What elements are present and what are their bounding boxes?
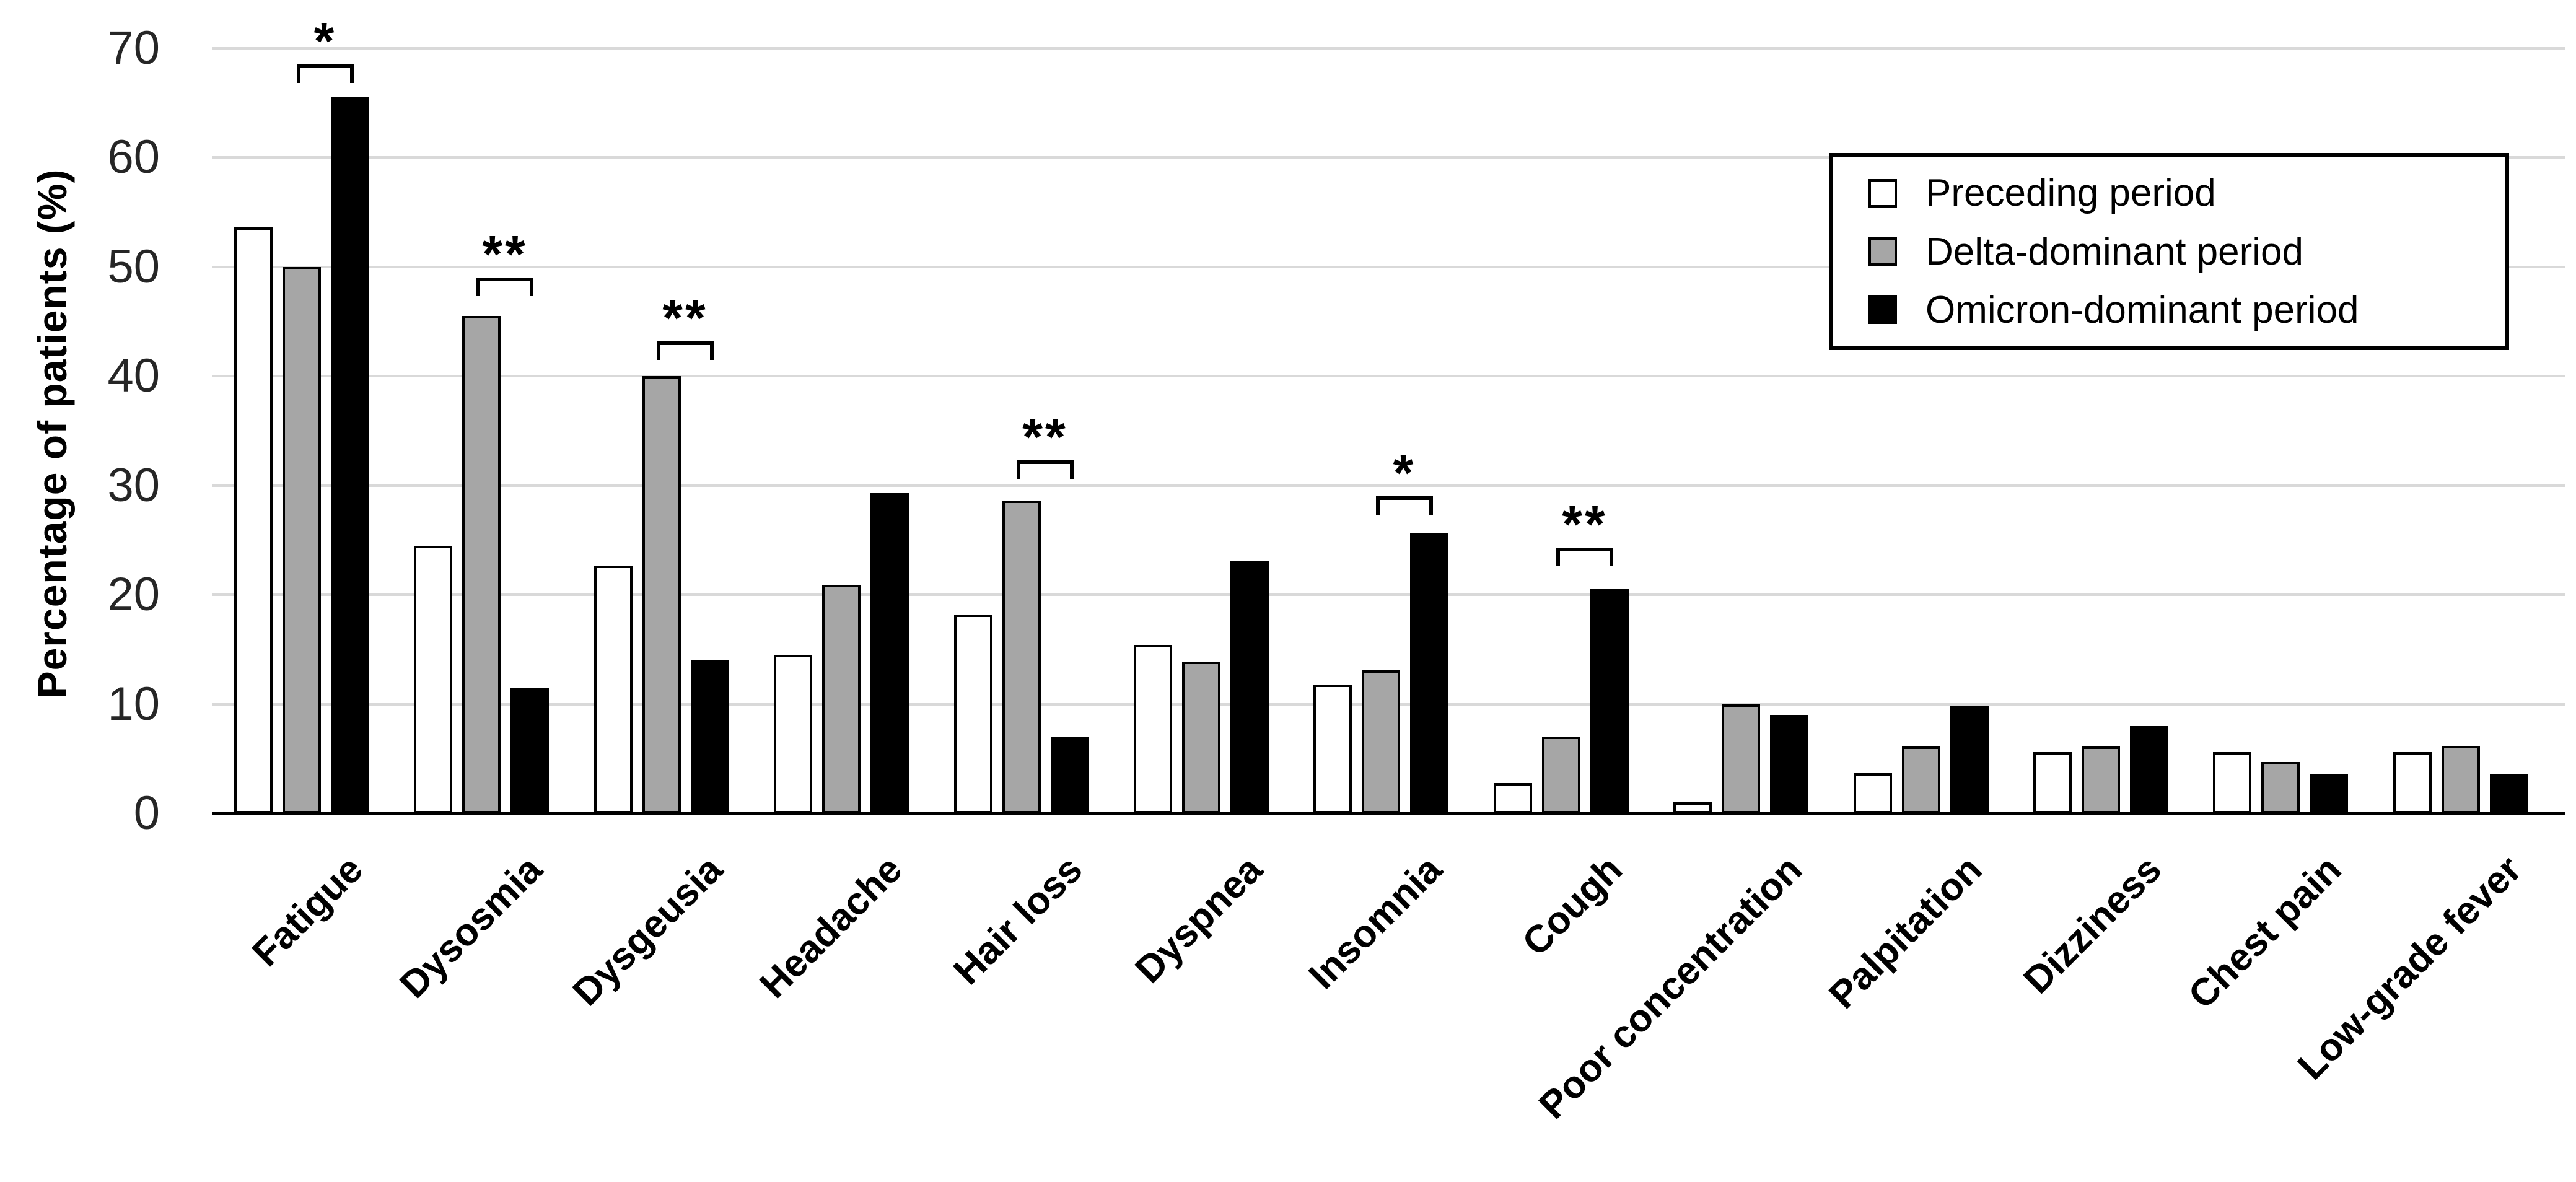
- gridline-30: [212, 484, 2565, 487]
- x-tick-label-dysosmia: Dysosmia: [392, 847, 551, 1007]
- legend-swatch-icon: [1868, 178, 1897, 208]
- bar-poor-concentration-series-3: [1770, 715, 1808, 813]
- gridline-40: [212, 375, 2565, 377]
- y-tick-label-70: 70: [107, 22, 160, 74]
- y-tick-label-10: 10: [107, 678, 160, 730]
- bar-low-grade-fever-series-2: [2442, 746, 2480, 813]
- y-tick-label-50: 50: [107, 240, 160, 293]
- bar-insomnia-series-3: [1410, 533, 1448, 813]
- x-tick-label-dizziness: Dizziness: [2015, 847, 2170, 1002]
- bar-headache-series-2: [822, 585, 861, 813]
- bar-palpitation-series-2: [1902, 746, 1940, 813]
- bar-dizziness-series-3: [2130, 726, 2168, 813]
- sig-bracket-insomnia: [1376, 496, 1433, 515]
- bar-dyspnea-series-2: [1182, 662, 1220, 813]
- bar-chest-pain-series-2: [2261, 762, 2300, 813]
- x-tick-label-chest-pain: Chest pain: [2180, 847, 2350, 1017]
- bar-dysosmia-series-1: [414, 546, 452, 813]
- x-tick-label-dyspnea: Dyspnea: [1126, 847, 1271, 992]
- gridline-50: [212, 266, 2565, 268]
- y-tick-label-60: 60: [107, 131, 160, 183]
- bar-dysgeusia-series-1: [594, 566, 633, 813]
- bar-chest-pain-series-3: [2310, 774, 2348, 813]
- sig-bracket-dysgeusia: [657, 341, 714, 360]
- x-tick-label-fatigue: Fatigue: [243, 847, 371, 975]
- bar-low-grade-fever-series-3: [2490, 774, 2528, 813]
- bar-hair-loss-series-1: [954, 615, 992, 813]
- legend-label: Preceding period: [1925, 172, 2216, 215]
- gridline-60: [212, 156, 2565, 159]
- x-tick-label-cough: Cough: [1514, 847, 1631, 965]
- sig-bracket-cough: [1556, 548, 1613, 566]
- bar-hair-loss-series-2: [1002, 501, 1041, 813]
- y-tick-label-20: 20: [107, 568, 160, 621]
- x-tick-label-palpitation: Palpitation: [1821, 847, 1991, 1017]
- bar-dizziness-series-1: [2033, 752, 2072, 813]
- sig-stars-cough: **: [1562, 495, 1608, 553]
- bar-fatigue-series-3: [331, 97, 369, 813]
- legend-label: Omicron-dominant period: [1925, 288, 2359, 331]
- legend-item-1: Preceding period: [1868, 171, 2505, 215]
- bar-dyspnea-series-3: [1230, 561, 1269, 813]
- gridline-70: [212, 47, 2565, 50]
- legend-swatch-icon: [1868, 296, 1897, 325]
- bar-insomnia-series-2: [1362, 670, 1400, 813]
- legend-label: Delta-dominant period: [1925, 230, 2304, 273]
- sig-stars-fatigue: *: [313, 12, 337, 70]
- x-tick-label-hair-loss: Hair loss: [945, 847, 1091, 993]
- bar-dysgeusia-series-2: [642, 376, 681, 813]
- legend: Preceding period Delta-dominant period Omi…: [1829, 153, 2509, 350]
- gridline-20: [212, 593, 2565, 596]
- legend-item-3: Omicron-dominant period: [1868, 288, 2505, 332]
- bar-cough-series-2: [1542, 737, 1580, 813]
- x-axis-line: [212, 812, 2565, 815]
- sig-bracket-dysosmia: [476, 278, 533, 296]
- bar-palpitation-series-1: [1854, 773, 1892, 813]
- bar-headache-series-1: [774, 655, 812, 813]
- x-tick-label-insomnia: Insomnia: [1300, 847, 1450, 997]
- y-tick-label-0: 0: [133, 787, 160, 839]
- bar-headache-series-3: [870, 493, 909, 813]
- sig-stars-insomnia: *: [1393, 444, 1416, 502]
- x-tick-label-headache: Headache: [751, 847, 911, 1007]
- bar-dysosmia-series-2: [462, 316, 501, 813]
- sig-stars-dysgeusia: **: [662, 289, 708, 347]
- bar-chest-pain-series-1: [2213, 752, 2251, 813]
- x-tick-label-dysgeusia: Dysgeusia: [564, 847, 731, 1014]
- bar-palpitation-series-3: [1950, 706, 1989, 813]
- bar-insomnia-series-1: [1313, 685, 1352, 813]
- legend-swatch-icon: [1868, 237, 1897, 266]
- y-tick-label-40: 40: [107, 349, 160, 402]
- y-tick-label-30: 30: [107, 459, 160, 512]
- bar-dysosmia-series-3: [510, 688, 549, 813]
- legend-item-2: Delta-dominant period: [1868, 230, 2505, 274]
- sig-bracket-fatigue: [297, 64, 354, 83]
- sig-stars-hair-loss: **: [1022, 408, 1068, 466]
- bar-hair-loss-series-3: [1051, 737, 1089, 813]
- bar-poor-concentration-series-2: [1722, 704, 1760, 813]
- sig-bracket-hair-loss: [1017, 460, 1074, 479]
- bar-dysgeusia-series-3: [691, 660, 729, 813]
- bar-fatigue-series-1: [234, 227, 273, 813]
- bar-dizziness-series-2: [2082, 746, 2120, 813]
- bar-dyspnea-series-1: [1134, 645, 1172, 813]
- bar-cough-series-3: [1590, 589, 1629, 813]
- bar-cough-series-1: [1494, 783, 1532, 813]
- sig-stars-dysosmia: **: [482, 225, 528, 283]
- bar-fatigue-series-2: [283, 267, 321, 813]
- bar-low-grade-fever-series-1: [2393, 752, 2432, 813]
